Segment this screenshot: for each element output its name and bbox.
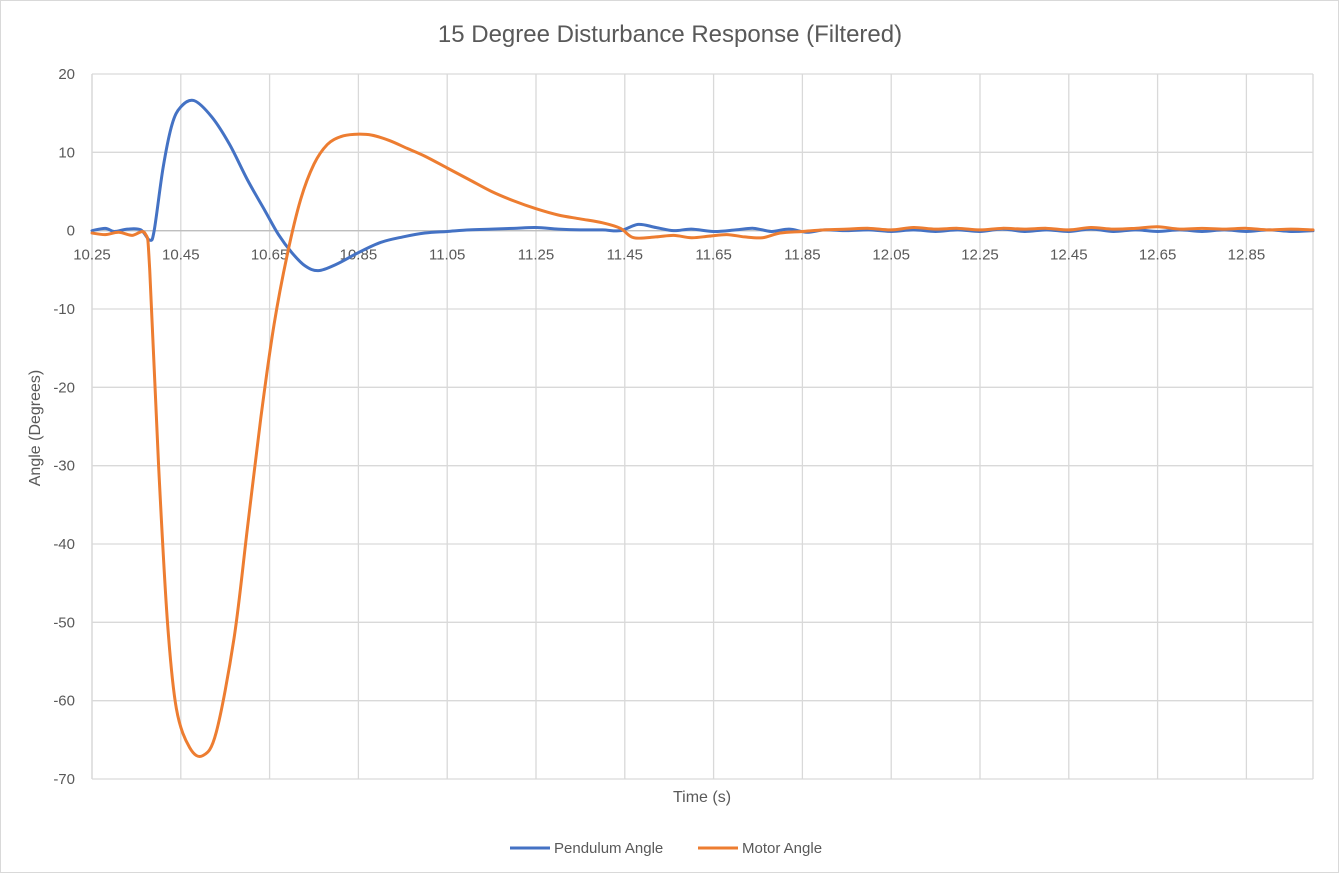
x-tick-label: 11.25 <box>518 247 554 264</box>
series-line-pendulum-angle <box>90 98 1315 273</box>
y-tick-label: -40 <box>53 536 75 553</box>
y-tick-label: 20 <box>58 66 75 83</box>
y-tick-label: -10 <box>53 301 75 318</box>
x-tick-label: 11.45 <box>607 247 643 264</box>
x-tick-label: 11.85 <box>784 247 820 264</box>
y-tick-label: -50 <box>53 614 75 631</box>
x-tick-label: 10.45 <box>162 247 200 264</box>
x-tick-label: 12.45 <box>1050 247 1088 264</box>
y-tick-label: 10 <box>58 144 75 161</box>
x-tick-label: 10.65 <box>251 247 289 264</box>
legend: Pendulum Angle Motor Angle <box>510 840 822 857</box>
legend-item-motor-angle: Motor Angle <box>698 840 822 857</box>
y-tick-label: -30 <box>53 458 75 475</box>
y-axis-title: Angle (Degrees) <box>27 370 44 487</box>
x-tick-label: 10.25 <box>73 247 111 264</box>
x-tick-label: 12.05 <box>872 247 910 264</box>
legend-label: Motor Angle <box>742 840 822 857</box>
series-layer <box>90 98 1315 758</box>
x-tick-label: 11.05 <box>429 247 465 264</box>
x-tick-label: 11.65 <box>695 247 731 264</box>
chart-title: 15 Degree Disturbance Response (Filtered… <box>438 21 902 48</box>
y-tick-label: -60 <box>53 693 75 710</box>
y-tick-label: -70 <box>53 771 75 788</box>
series-line-motor-angle <box>90 132 1315 758</box>
x-tick-label: 12.85 <box>1228 247 1266 264</box>
x-tick-label: 10.85 <box>340 247 378 264</box>
y-tick-labels: 20 10 0 -10 -20 -30 -40 -50 -60 -70 <box>53 66 75 788</box>
x-tick-label: 12.25 <box>961 247 999 264</box>
x-axis-title: Time (s) <box>673 789 731 806</box>
y-tick-label: -20 <box>53 379 75 396</box>
legend-item-pendulum-angle: Pendulum Angle <box>510 840 663 857</box>
grid-layer <box>91 73 1314 780</box>
legend-label: Pendulum Angle <box>554 840 663 857</box>
y-tick-label: 0 <box>67 223 75 240</box>
x-tick-labels: 10.25 10.45 10.65 10.85 11.05 11.25 11.45 11.65… <box>73 247 1265 264</box>
x-tick-label: 12.65 <box>1139 247 1177 264</box>
